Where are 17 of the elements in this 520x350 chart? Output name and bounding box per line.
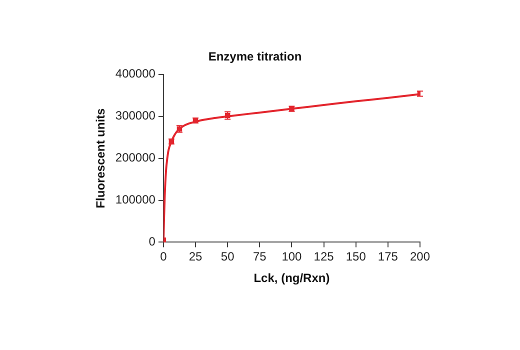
chart-title: Enzyme titration bbox=[208, 50, 302, 64]
x-axis-title: Lck, (ng/Rxn) bbox=[254, 271, 330, 286]
x-tick-label: 200 bbox=[410, 250, 430, 264]
x-tick-label: 100 bbox=[282, 250, 302, 264]
x-tick-label: 50 bbox=[220, 250, 235, 264]
x-tick-label: 75 bbox=[252, 250, 267, 264]
x-tick-label: 25 bbox=[188, 250, 203, 264]
y-tick-label: 200000 bbox=[115, 150, 156, 165]
y-tick-label: 0 bbox=[148, 234, 156, 249]
x-tick-label: 0 bbox=[160, 250, 168, 264]
y-tick-label: 300000 bbox=[115, 108, 156, 123]
x-tick-label: 125 bbox=[314, 250, 334, 264]
y-axis-title: Fluorescent units bbox=[94, 108, 108, 208]
x-tick-label: 175 bbox=[378, 250, 398, 264]
x-tick-label: 150 bbox=[346, 250, 366, 264]
y-tick-label: 100000 bbox=[115, 192, 156, 207]
y-tick-label: 400000 bbox=[115, 66, 156, 81]
